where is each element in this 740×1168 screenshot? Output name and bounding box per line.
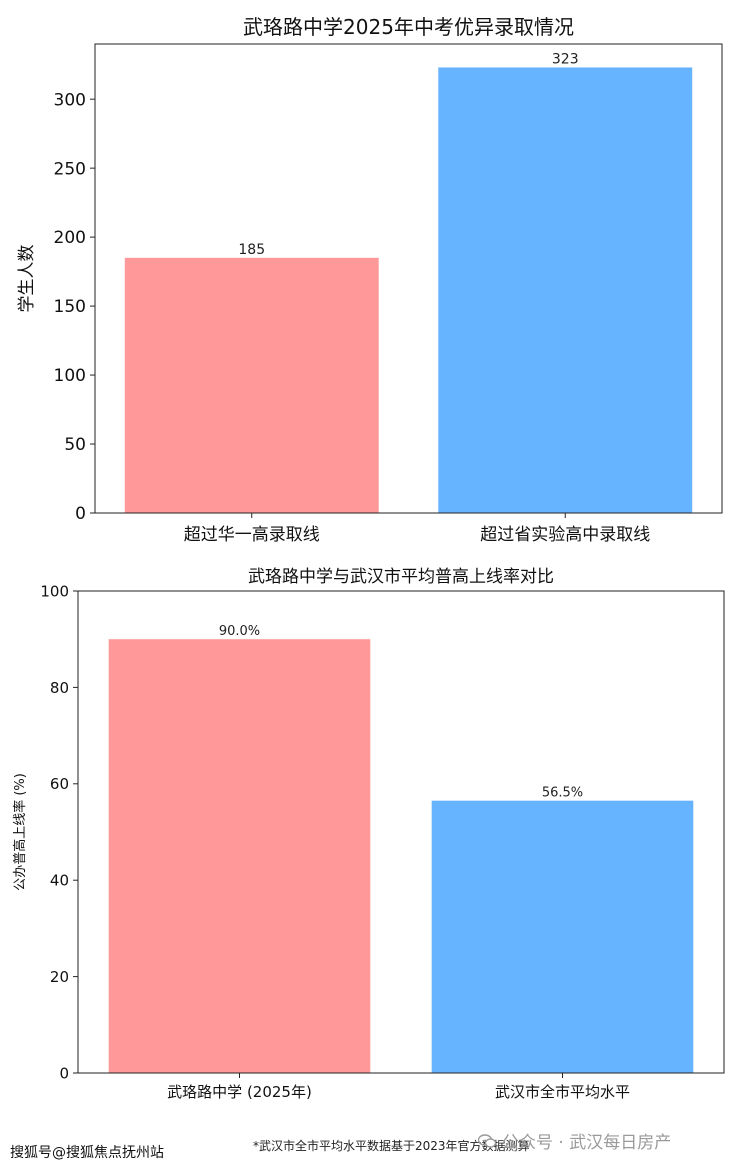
chart1-category-label: 超过省实验高中录取线 — [480, 525, 650, 545]
chart2-y-tick-label: 40 — [50, 872, 69, 890]
chart2-bar — [108, 639, 371, 1073]
chart2-y-tick-label: 20 — [50, 968, 69, 986]
watermark-text: 公众号 · 武汉每日房产 — [502, 1133, 672, 1153]
chart2-value-label: 56.5% — [542, 786, 583, 801]
chart1-y-tick-label: 300 — [54, 90, 86, 110]
watermark: 公众号 · 武汉每日房产 — [478, 1128, 671, 1153]
chart2-category-label: 武汉市全市平均水平 — [495, 1083, 630, 1101]
chart1-value-label: 185 — [238, 242, 265, 258]
chart2-value-label: 90.0% — [219, 624, 260, 639]
chart1-y-tick-label: 200 — [54, 228, 86, 248]
chart2-title: 武珞路中学与武汉市平均普高上线率对比 — [248, 567, 554, 587]
chart2-plot-frame — [77, 590, 725, 1074]
chart2-category-label: 武珞路中学 (2025年) — [167, 1083, 312, 1101]
chart2-y-tick-label: 100 — [40, 582, 69, 600]
source-credit: 搜狐号@搜狐焦点抚州站 — [10, 1145, 164, 1161]
chart1-y-tick-label: 100 — [54, 366, 86, 386]
chart1-title: 武珞路中学2025年中考优异录取情况 — [243, 15, 574, 39]
chart1-y-tick-label: 250 — [54, 159, 86, 179]
chart1-plot-frame — [94, 43, 723, 514]
chart2-bar — [431, 800, 694, 1073]
chart1-y-tick-label: 150 — [54, 297, 86, 317]
chart1-category-label: 超过华一高录取线 — [184, 525, 320, 545]
chart2-y-tick-label: 60 — [50, 775, 69, 793]
chart1-value-label: 323 — [552, 51, 579, 67]
chart1-bar — [124, 257, 379, 513]
data-note: *武汉市全市平均水平数据基于2023年官方数据测算 — [253, 1139, 530, 1153]
chart1-y-tick-label: 50 — [64, 435, 86, 455]
chart2-y-tick-label: 0 — [59, 1064, 69, 1082]
chart2-y-axis-label: 公办普高上线率 (%) — [12, 773, 28, 891]
wechat-icon — [478, 1133, 496, 1148]
chart2-y-tick-label: 80 — [50, 679, 69, 697]
chart1-y-axis-label: 学生人数 — [17, 245, 37, 313]
chart1-y-tick-label: 0 — [75, 504, 86, 524]
chart1-bar — [438, 67, 693, 513]
